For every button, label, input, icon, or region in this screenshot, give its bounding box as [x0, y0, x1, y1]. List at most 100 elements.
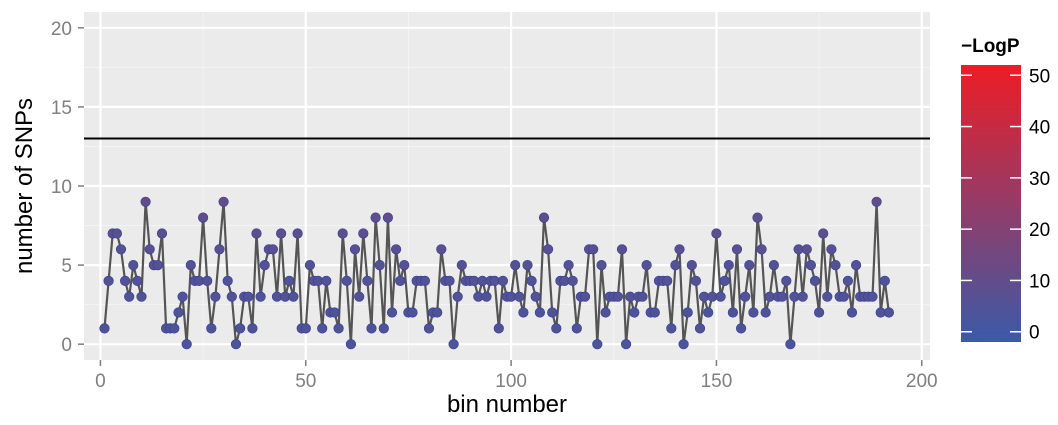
data-point — [358, 228, 369, 239]
data-point — [119, 275, 131, 287]
data-point — [99, 323, 110, 334]
y-tick-label: 20 — [51, 19, 72, 40]
x-tick-label: 50 — [295, 371, 316, 392]
data-point — [218, 196, 229, 207]
data-point — [756, 244, 767, 255]
legend-ticks: 0 10 20 30 40 50 — [961, 66, 1050, 344]
data-point — [530, 291, 541, 302]
data-point — [436, 244, 447, 255]
data-point — [374, 260, 385, 271]
data-point — [115, 244, 127, 255]
data-point — [752, 212, 763, 223]
data-point — [567, 275, 578, 287]
data-point — [723, 260, 734, 271]
major-gridlines — [84, 12, 930, 360]
x-tick-label: 200 — [906, 371, 938, 392]
data-point — [850, 260, 862, 271]
data-point — [111, 228, 122, 239]
data-point — [534, 307, 546, 318]
data-point — [600, 307, 611, 318]
data-point — [822, 291, 833, 302]
data-point — [727, 307, 739, 318]
data-point — [345, 339, 357, 350]
data-point — [781, 275, 792, 287]
data-point — [132, 275, 143, 287]
data-point — [777, 291, 788, 302]
data-point — [399, 260, 410, 271]
data-point — [354, 291, 365, 302]
data-point — [703, 307, 714, 318]
data-point — [830, 260, 841, 271]
data-point — [432, 307, 443, 318]
x-tick-label: 0 — [95, 371, 106, 392]
data-point — [452, 291, 463, 302]
data-point — [341, 275, 352, 287]
legend-colorbar — [961, 65, 1021, 342]
data-point — [612, 291, 624, 302]
data-point — [497, 275, 509, 287]
data-point — [826, 244, 837, 255]
data-point — [255, 291, 266, 302]
data-point — [666, 323, 677, 334]
data-point — [563, 260, 574, 271]
data-point — [169, 323, 180, 334]
data-point — [838, 291, 849, 302]
data-point — [362, 275, 373, 287]
data-point — [744, 260, 755, 271]
series-line — [103, 200, 890, 346]
data-point — [444, 275, 455, 287]
data-point — [818, 228, 829, 239]
y-tick-label: 15 — [51, 98, 72, 119]
data-point — [206, 323, 217, 334]
data-point — [267, 244, 279, 255]
data-point — [198, 212, 209, 223]
data-point — [735, 323, 747, 334]
data-point — [156, 228, 168, 239]
data-point — [801, 244, 812, 255]
data-point — [596, 260, 607, 271]
data-point — [185, 260, 196, 271]
data-point — [649, 307, 660, 318]
data-point — [329, 307, 340, 318]
data-point — [809, 275, 821, 287]
data-point — [616, 244, 628, 255]
data-point — [518, 307, 529, 318]
data-point — [690, 275, 702, 287]
data-point — [407, 307, 418, 318]
data-point — [243, 291, 254, 302]
data-point — [592, 339, 603, 350]
data-point — [292, 228, 303, 239]
data-point — [542, 244, 554, 255]
data-point — [620, 339, 632, 350]
data-point — [514, 291, 525, 302]
data-point — [768, 260, 780, 271]
data-point — [349, 244, 361, 255]
data-point — [136, 291, 147, 302]
data-point — [522, 260, 533, 271]
data-point — [637, 291, 648, 302]
data-point — [538, 212, 550, 223]
data-point — [317, 323, 328, 334]
data-point — [579, 291, 591, 302]
data-point — [124, 291, 135, 302]
data-point — [214, 244, 225, 255]
data-point — [694, 323, 706, 334]
legend-tick-label: 30 — [1029, 169, 1050, 190]
data-point — [202, 275, 213, 287]
data-point — [686, 260, 697, 271]
data-point — [423, 323, 435, 334]
data-point — [259, 260, 270, 271]
y-axis-title: number of SNPs — [11, 98, 38, 274]
data-point — [629, 307, 640, 318]
data-point — [842, 275, 854, 287]
legend-tick-label: 20 — [1029, 220, 1050, 241]
legend-tick-label: 0 — [1029, 323, 1040, 344]
x-tick-label: 100 — [495, 371, 527, 392]
data-point — [719, 275, 730, 287]
data-point — [251, 228, 262, 239]
y-tick-label: 10 — [51, 177, 72, 198]
data-point — [247, 323, 258, 334]
data-point — [235, 323, 246, 334]
data-point — [805, 260, 817, 271]
data-point — [448, 339, 459, 350]
